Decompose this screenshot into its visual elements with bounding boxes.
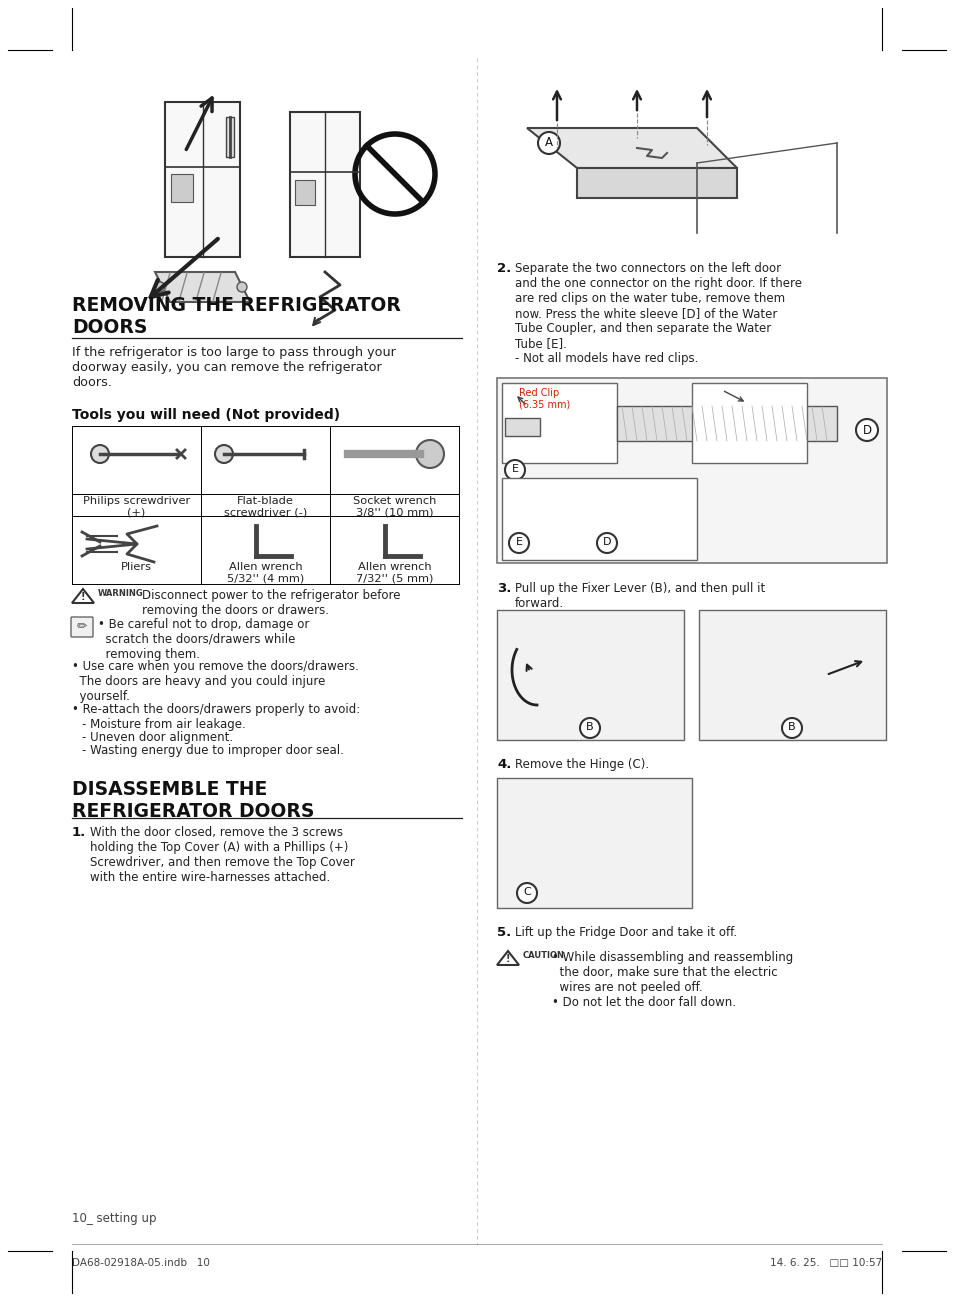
Text: ✏: ✏ <box>76 621 87 634</box>
Text: • While disassembling and reassembling
  the door, make sure that the electric
 : • While disassembling and reassembling t… <box>552 951 792 1010</box>
Text: 4.: 4. <box>497 758 511 771</box>
Circle shape <box>579 718 599 738</box>
Text: !: ! <box>81 592 85 602</box>
Text: D: D <box>602 537 611 546</box>
Text: DA68-02918A-05.indb   10: DA68-02918A-05.indb 10 <box>71 1258 210 1268</box>
Text: Pull up the Fixer Lever (B), and then pull it
forward.: Pull up the Fixer Lever (B), and then pu… <box>515 582 764 610</box>
Text: • Be careful not to drop, damage or
  scratch the doors/drawers while
  removing: • Be careful not to drop, damage or scra… <box>98 618 309 661</box>
FancyBboxPatch shape <box>71 617 92 637</box>
Text: Tools you will need (Not provided): Tools you will need (Not provided) <box>71 409 340 422</box>
Circle shape <box>855 419 877 441</box>
Text: !: ! <box>505 954 510 964</box>
Text: - Wasting energy due to improper door seal.: - Wasting energy due to improper door se… <box>82 744 343 757</box>
Bar <box>290 112 359 258</box>
Bar <box>497 379 886 563</box>
Text: B: B <box>787 722 795 732</box>
Polygon shape <box>154 272 250 302</box>
Circle shape <box>416 440 443 468</box>
Text: C: C <box>522 887 530 896</box>
Text: D: D <box>862 424 871 437</box>
Polygon shape <box>526 127 737 168</box>
Text: B: B <box>585 722 593 732</box>
Polygon shape <box>577 168 737 198</box>
Circle shape <box>504 461 524 480</box>
Text: A: A <box>544 137 553 150</box>
Text: Disconnect power to the refrigerator before
removing the doors or drawers.: Disconnect power to the refrigerator bef… <box>142 589 400 617</box>
Bar <box>504 418 539 436</box>
Text: Philips screwdriver
(+): Philips screwdriver (+) <box>83 496 190 518</box>
Circle shape <box>154 282 165 291</box>
Text: If the refrigerator is too large to pass through your
doorway easily, you can re: If the refrigerator is too large to pass… <box>71 346 395 389</box>
Bar <box>497 610 683 740</box>
Circle shape <box>236 282 247 291</box>
Text: 14. 6. 25.   □□ 10:57: 14. 6. 25. □□ 10:57 <box>769 1258 882 1268</box>
Circle shape <box>597 533 617 553</box>
Text: Allen wrench
7/32'' (5 mm): Allen wrench 7/32'' (5 mm) <box>355 562 433 584</box>
Circle shape <box>537 131 559 154</box>
Text: 3.: 3. <box>497 582 511 595</box>
Text: 1.: 1. <box>71 826 86 839</box>
Bar <box>171 174 193 202</box>
Bar <box>501 477 697 559</box>
Text: E: E <box>515 537 522 546</box>
Text: DISASSEMBLE THE
REFRIGERATOR DOORS: DISASSEMBLE THE REFRIGERATOR DOORS <box>71 781 314 821</box>
Bar <box>497 778 691 908</box>
Text: E: E <box>511 464 518 474</box>
Text: • Re-attach the doors/drawers properly to avoid:: • Re-attach the doors/drawers properly t… <box>71 703 360 716</box>
Bar <box>501 382 617 463</box>
Bar <box>165 101 240 258</box>
Text: 5.: 5. <box>497 926 511 939</box>
Circle shape <box>509 533 529 553</box>
Text: WARNING: WARNING <box>98 589 144 598</box>
Text: CAUTION: CAUTION <box>522 951 564 960</box>
Bar <box>699 610 885 740</box>
Text: • Use care when you remove the doors/drawers.
  The doors are heavy and you coul: • Use care when you remove the doors/dra… <box>71 660 358 703</box>
Bar <box>294 180 314 206</box>
Circle shape <box>214 445 233 463</box>
Text: Remove the Hinge (C).: Remove the Hinge (C). <box>515 758 648 771</box>
Text: 10_ setting up: 10_ setting up <box>71 1213 156 1226</box>
Text: 2.: 2. <box>497 262 511 275</box>
Circle shape <box>91 445 109 463</box>
Text: Pliers: Pliers <box>121 562 152 572</box>
Bar <box>617 406 836 441</box>
Text: REMOVING THE REFRIGERATOR
DOORS: REMOVING THE REFRIGERATOR DOORS <box>71 297 400 337</box>
Bar <box>691 382 806 463</box>
Text: - Uneven door alignment.: - Uneven door alignment. <box>82 731 233 744</box>
Circle shape <box>517 883 537 903</box>
Text: Allen wrench
5/32'' (4 mm): Allen wrench 5/32'' (4 mm) <box>227 562 304 584</box>
Text: Red Clip
(6.35 mm): Red Clip (6.35 mm) <box>518 388 570 410</box>
Text: Flat-blade
screwdriver (-): Flat-blade screwdriver (-) <box>224 496 307 518</box>
Text: With the door closed, remove the 3 screws
holding the Top Cover (A) with a Phill: With the door closed, remove the 3 screw… <box>90 826 355 883</box>
Text: Separate the two connectors on the left door
and the one connector on the right : Separate the two connectors on the left … <box>515 262 801 366</box>
Text: Lift up the Fridge Door and take it off.: Lift up the Fridge Door and take it off. <box>515 926 737 939</box>
Bar <box>226 117 233 157</box>
Circle shape <box>781 718 801 738</box>
Text: - Moisture from air leakage.: - Moisture from air leakage. <box>82 718 246 731</box>
Text: Socket wrench
3/8'' (10 mm): Socket wrench 3/8'' (10 mm) <box>353 496 436 518</box>
